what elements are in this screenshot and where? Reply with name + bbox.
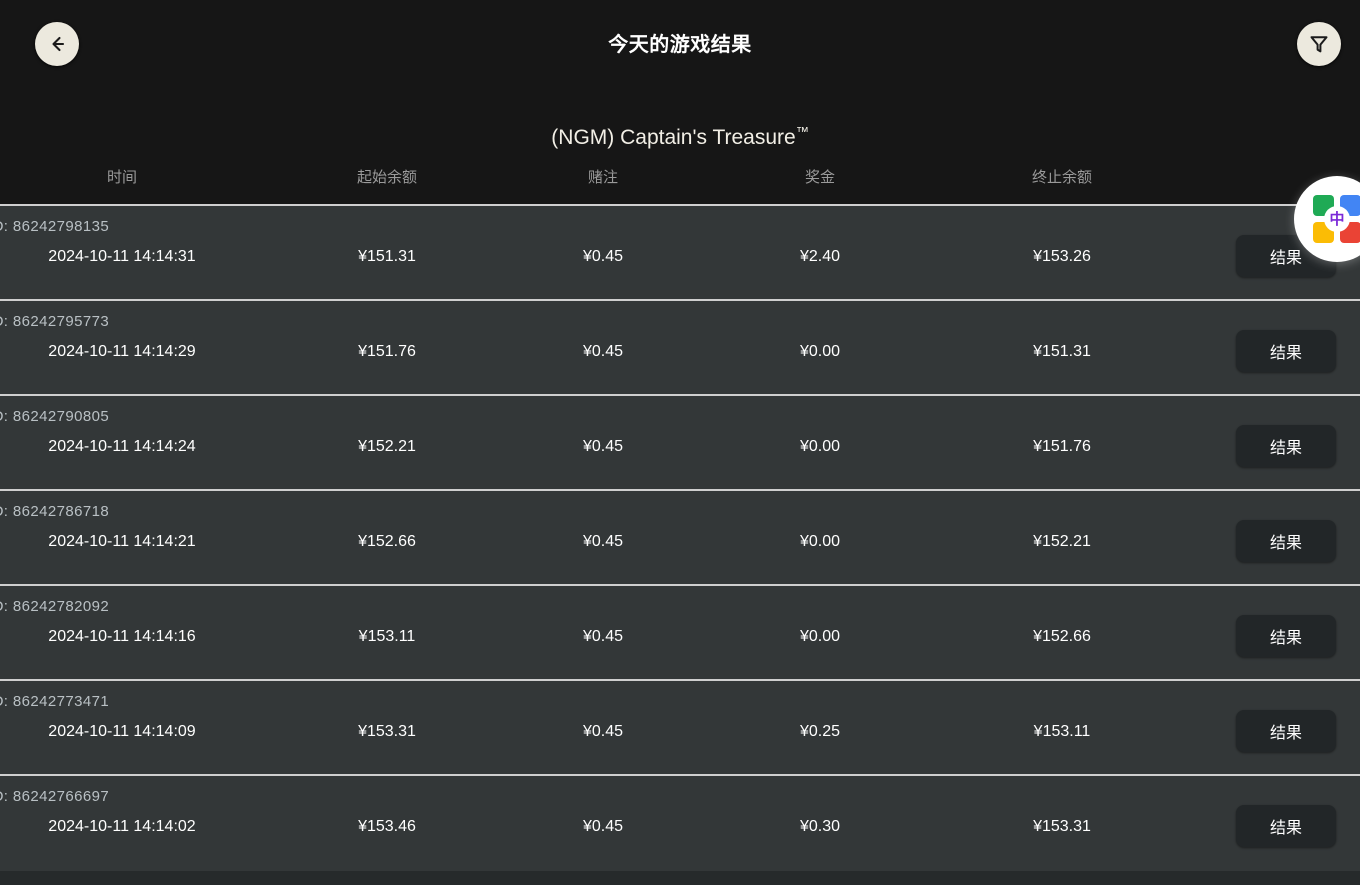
- cell-win: ¥0.00: [799, 628, 841, 645]
- assistant-glyph: 中: [1324, 206, 1350, 232]
- result-button[interactable]: 结果: [1236, 615, 1336, 657]
- cell-time: 2024-10-11 14:14:09: [48, 723, 196, 740]
- back-button[interactable]: [35, 22, 79, 66]
- cell-time: 2024-10-11 14:14:21: [48, 533, 196, 550]
- row-id-label: ID: 86242798135: [0, 218, 110, 235]
- table-row[interactable]: ID: 86242782092 2024-10-11 14:14:16 ¥153…: [0, 586, 1360, 681]
- table-row[interactable]: ID: 86242766697 2024-10-11 14:14:02 ¥153…: [0, 776, 1360, 871]
- cell-end-balance: ¥152.66: [1033, 628, 1091, 645]
- cell-start-balance: ¥152.21: [358, 438, 416, 455]
- table-row[interactable]: ID: 86242795773 2024-10-11 14:14:29 ¥151…: [0, 301, 1360, 396]
- cell-bet: ¥0.45: [582, 533, 624, 550]
- cell-win: ¥0.00: [799, 533, 841, 550]
- cell-win: ¥0.30: [799, 818, 841, 835]
- row-id-label: ID: 86242773471: [0, 693, 110, 710]
- cell-bet: ¥0.45: [582, 248, 624, 265]
- column-header-start-balance: 起始余额: [356, 169, 418, 186]
- result-button[interactable]: 结果: [1236, 330, 1336, 372]
- cell-win: ¥0.25: [799, 723, 841, 740]
- cell-bet: ¥0.45: [582, 438, 624, 455]
- cell-start-balance: ¥152.66: [358, 533, 416, 550]
- filter-button[interactable]: [1297, 22, 1341, 66]
- cell-start-balance: ¥151.76: [358, 343, 416, 360]
- cell-start-balance: ¥153.46: [358, 818, 416, 835]
- cell-bet: ¥0.45: [582, 723, 624, 740]
- cell-bet: ¥0.45: [582, 343, 624, 360]
- table-row[interactable]: ID: 86242798135 2024-10-11 14:14:31 ¥151…: [0, 206, 1360, 301]
- cell-end-balance: ¥152.21: [1033, 533, 1091, 550]
- cell-end-balance: ¥151.76: [1033, 438, 1091, 455]
- cell-win: ¥0.00: [799, 438, 841, 455]
- cell-time: 2024-10-11 14:14:16: [48, 628, 196, 645]
- arrow-left-icon: [47, 34, 67, 54]
- row-id-label: ID: 86242766697: [0, 788, 110, 805]
- cell-time: 2024-10-11 14:14:24: [48, 438, 196, 455]
- game-name: (NGM) Captain's Treasure: [551, 126, 796, 149]
- table-row[interactable]: ID: 86242786718 2024-10-11 14:14:21 ¥152…: [0, 491, 1360, 586]
- cell-start-balance: ¥153.31: [358, 723, 416, 740]
- table-column-headers: 时间 起始余额 赌注 奖金 终止余额: [0, 166, 1360, 204]
- table-bottom-edge: [0, 871, 1360, 885]
- row-id-label: ID: 86242782092: [0, 598, 110, 615]
- row-id-label: ID: 86242786718: [0, 503, 110, 520]
- column-header-end-balance: 终止余额: [1031, 169, 1093, 186]
- cell-start-balance: ¥153.11: [358, 628, 416, 645]
- top-bar: 今天的游戏结果: [0, 0, 1360, 88]
- page-title: 今天的游戏结果: [608, 34, 752, 56]
- column-header-bet: 赌注: [587, 169, 619, 186]
- four-color-squares-assistant-icon: 中: [1313, 195, 1360, 243]
- result-button[interactable]: 结果: [1236, 805, 1336, 847]
- funnel-filter-icon: [1308, 33, 1330, 55]
- assistant-floating-button[interactable]: 中: [1294, 176, 1360, 262]
- row-id-label: ID: 86242795773: [0, 313, 110, 330]
- game-results-table: ID: 86242798135 2024-10-11 14:14:31 ¥151…: [0, 206, 1360, 871]
- cell-time: 2024-10-11 14:14:31: [48, 248, 196, 265]
- column-header-time: 时间: [106, 169, 138, 186]
- result-button[interactable]: 结果: [1236, 710, 1336, 752]
- row-id-label: ID: 86242790805: [0, 408, 110, 425]
- cell-end-balance: ¥153.31: [1033, 818, 1091, 835]
- trademark-symbol: ™: [795, 124, 809, 139]
- cell-end-balance: ¥153.11: [1033, 723, 1091, 740]
- result-button[interactable]: 结果: [1236, 425, 1336, 467]
- game-title: (NGM) Captain's Treasure™: [0, 88, 1360, 154]
- cell-win: ¥0.00: [799, 343, 841, 360]
- cell-time: 2024-10-11 14:14:02: [48, 818, 196, 835]
- cell-bet: ¥0.45: [582, 628, 624, 645]
- cell-end-balance: ¥151.31: [1033, 343, 1091, 360]
- header-divider: [0, 204, 1360, 206]
- cell-win: ¥2.40: [799, 248, 841, 265]
- table-row[interactable]: ID: 86242773471 2024-10-11 14:14:09 ¥153…: [0, 681, 1360, 776]
- result-button[interactable]: 结果: [1236, 520, 1336, 562]
- cell-time: 2024-10-11 14:14:29: [48, 343, 196, 360]
- cell-bet: ¥0.45: [582, 818, 624, 835]
- cell-end-balance: ¥153.26: [1033, 248, 1091, 265]
- column-header-win: 奖金: [804, 169, 836, 186]
- table-row[interactable]: ID: 86242790805 2024-10-11 14:14:24 ¥152…: [0, 396, 1360, 491]
- cell-start-balance: ¥151.31: [358, 248, 416, 265]
